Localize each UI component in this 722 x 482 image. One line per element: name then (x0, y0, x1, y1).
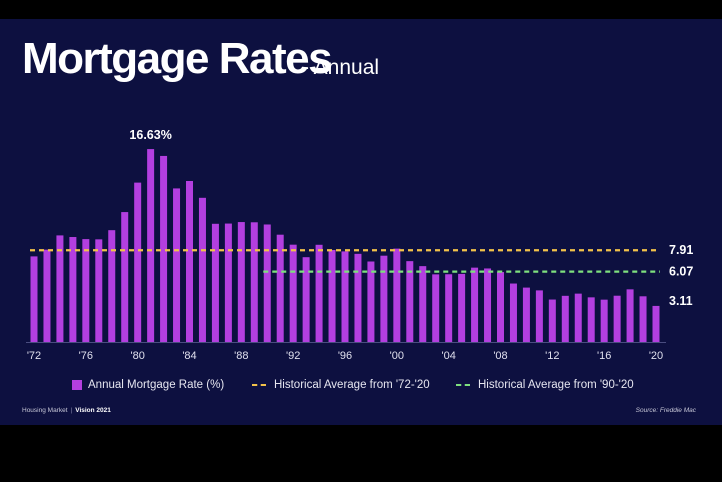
bar-1991 (276, 234, 284, 342)
bar-1977 (95, 239, 103, 342)
x-tick-label: '88 (234, 350, 248, 362)
x-tick-label: '04 (441, 350, 455, 362)
bar-1995 (328, 250, 336, 342)
bar-1990 (263, 224, 271, 342)
bar-1979 (121, 212, 129, 342)
bar-2014 (574, 293, 582, 342)
bar-1987 (224, 223, 232, 342)
peak-value-label: 16.63% (129, 128, 171, 142)
bar-2012 (548, 299, 556, 342)
x-tick-label: '92 (286, 350, 300, 362)
bar-1983 (173, 188, 181, 342)
bar-2009 (509, 283, 517, 342)
x-tick-label: '72 (27, 350, 41, 362)
footer-label: Housing Market (22, 407, 68, 414)
footer-brand: Vision 2021 (75, 407, 111, 414)
bar-1993 (302, 257, 310, 342)
bar-2019 (639, 296, 647, 342)
bar-1996 (341, 251, 349, 342)
legend-bar-swatch (72, 380, 82, 390)
bar-1997 (354, 253, 362, 342)
legend-bar-label: Annual Mortgage Rate (%) (88, 379, 225, 391)
reference-label-avg-72-20: 7.91 (669, 243, 693, 257)
bar-1974 (56, 235, 64, 342)
bar-1984 (186, 180, 193, 342)
bar-1973 (43, 249, 51, 342)
x-tick-label: '00 (390, 350, 404, 362)
footer-separator: | (70, 407, 73, 414)
bar-1988 (237, 222, 245, 342)
x-tick-label: '20 (649, 350, 663, 362)
bar-1989 (250, 222, 258, 342)
bar-2017 (613, 295, 621, 342)
footer-source: Source: Freddie Mac (635, 407, 696, 414)
x-tick-label: '08 (493, 350, 507, 362)
legend-avg-90-20-label: Historical Average from '90-'20 (478, 379, 634, 391)
bar-1994 (315, 244, 323, 342)
bar-chart: 7.91 6.07 3.11 16.63% '72 '76 '80 '84 '88 '92 '96 '… (26, 128, 693, 362)
legend-avg-72-20-swatch (252, 384, 266, 386)
legend-item-avg-72-20: Historical Average from '72-'20 (252, 379, 430, 391)
bar-1992 (289, 244, 297, 342)
x-tick-label: '84 (182, 350, 196, 362)
bar-2002 (419, 266, 427, 342)
bar-1982 (160, 155, 168, 342)
footer-left: Housing Market | Vision 2021 (22, 407, 111, 414)
bar-1981 (147, 149, 155, 342)
bar-2008 (497, 272, 504, 342)
x-tick-label: '16 (597, 350, 611, 362)
bar-2013 (561, 295, 569, 342)
bar-1976 (82, 239, 90, 342)
bar-2001 (406, 261, 414, 342)
x-tick-label: '80 (130, 350, 144, 362)
bar-1975 (69, 237, 77, 342)
x-tick-label: '12 (545, 350, 559, 362)
legend-avg-90-20-swatch (456, 384, 470, 386)
bar-2016 (600, 299, 608, 342)
bar-2004 (445, 274, 453, 342)
bar-2010 (522, 287, 530, 342)
reference-label-avg-90-20: 6.07 (669, 265, 693, 279)
bar-1980 (134, 182, 142, 342)
bar-2011 (535, 290, 543, 342)
x-tick-label: '76 (79, 350, 93, 362)
chart-subtitle: - Annual (302, 56, 380, 79)
x-tick-label: '96 (338, 350, 352, 362)
bar-1999 (380, 255, 388, 342)
last-value-label: 3.11 (669, 294, 693, 308)
bar-2003 (432, 274, 440, 342)
chart-title: Mortgage Rates (22, 34, 333, 83)
bar-2015 (587, 297, 595, 342)
legend-item-avg-90-20: Historical Average from '90-'20 (456, 379, 634, 391)
bar-2018 (626, 289, 634, 342)
bar-1986 (211, 223, 219, 342)
bar-1978 (108, 230, 116, 342)
legend-avg-72-20-label: Historical Average from '72-'20 (274, 379, 430, 391)
legend-item-bars: Annual Mortgage Rate (%) (72, 379, 224, 391)
slide: Mortgage Rates - Annual 7.91 6.07 3.11 16.6… (0, 19, 722, 425)
bar-2020 (652, 305, 660, 342)
bar-2006 (471, 267, 479, 342)
bar-1972 (30, 256, 38, 342)
bar-2000 (393, 248, 401, 342)
bar-1998 (367, 261, 375, 342)
bar-2007 (484, 268, 492, 342)
bar-1985 (198, 197, 206, 342)
bar-2005 (458, 273, 466, 342)
